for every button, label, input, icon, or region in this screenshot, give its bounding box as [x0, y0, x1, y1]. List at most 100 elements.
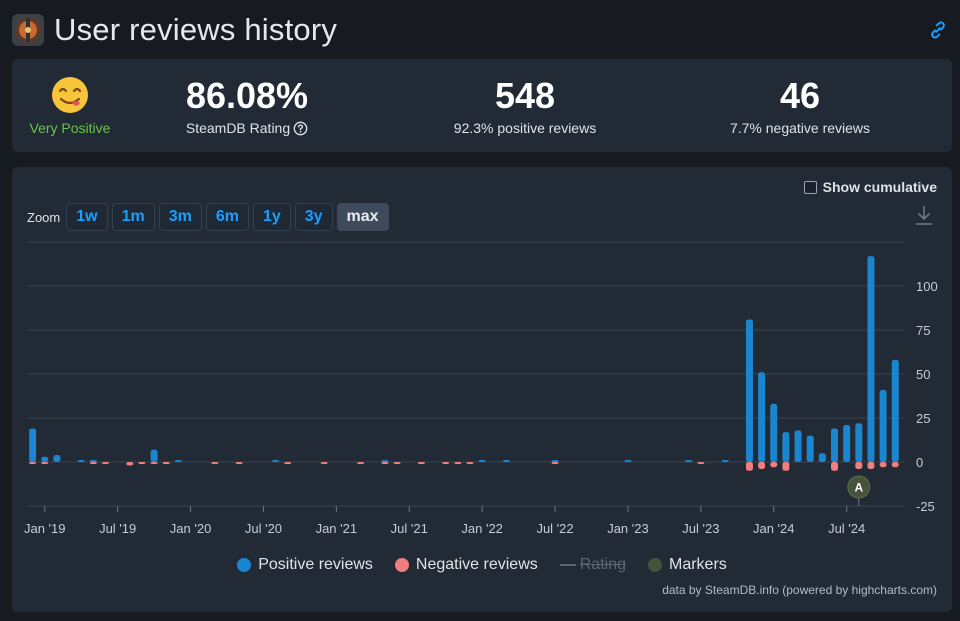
x-tick-label: Jan '20 [170, 521, 212, 536]
legend-positive[interactable]: Positive reviews [237, 556, 373, 574]
header: User reviews history [12, 10, 948, 50]
positive-bar[interactable] [782, 432, 790, 462]
positive-block: 548 92.3% positive reviews [430, 59, 620, 152]
positive-bar[interactable] [381, 460, 389, 462]
legend-markers[interactable]: Markers [648, 556, 727, 574]
steamdb-rating-block: 86.08% SteamDB Rating [162, 59, 332, 152]
positive-bar[interactable] [551, 460, 559, 462]
positive-bar[interactable] [721, 460, 729, 462]
positive-count: 548 [494, 75, 556, 116]
zoom-3m-button[interactable]: 3m [158, 203, 202, 231]
positive-bar[interactable] [867, 256, 875, 462]
negative-bar[interactable] [162, 462, 170, 464]
positive-bar[interactable] [685, 460, 693, 462]
zoom-1w-button[interactable]: 1w [66, 203, 108, 231]
marker-label: A [854, 481, 863, 495]
negative-bar[interactable] [855, 462, 863, 470]
positive-bar[interactable] [891, 359, 899, 462]
legend-rating[interactable]: Rating [559, 556, 626, 574]
y-tick-label: -25 [916, 499, 935, 514]
negative-bar[interactable] [758, 462, 766, 470]
positive-bar[interactable] [174, 460, 182, 462]
positive-bar[interactable] [794, 430, 802, 462]
rating-summary: Very Positive 86.08% SteamDB Rating 548 … [12, 59, 952, 152]
x-tick-label: Jul '20 [245, 521, 282, 536]
negative-bar[interactable] [211, 462, 219, 464]
negative-bar[interactable] [357, 462, 365, 464]
negative-bar[interactable] [102, 462, 109, 464]
positive-bar[interactable] [624, 460, 632, 462]
positive-bar[interactable] [806, 435, 814, 462]
negative-dot-icon [394, 558, 409, 572]
positive-bar[interactable] [843, 425, 851, 462]
positive-bar[interactable] [77, 460, 85, 462]
help-icon[interactable] [293, 121, 308, 136]
negative-bar[interactable] [89, 462, 97, 464]
show-cumulative-toggle[interactable]: Show cumulative [803, 179, 937, 195]
positive-bar[interactable] [502, 460, 510, 462]
positive-bar[interactable] [879, 389, 887, 462]
rating-word: Very Positive [29, 120, 111, 136]
negative-bar[interactable] [782, 462, 790, 471]
negative-bar[interactable] [41, 462, 49, 464]
negative-bar[interactable] [466, 462, 474, 464]
positive-label: 92.3% positive reviews [453, 120, 597, 136]
download-icon[interactable] [914, 204, 934, 226]
negative-bar[interactable] [697, 462, 705, 464]
negative-bar[interactable] [442, 462, 450, 464]
reviews-chart-card: Show cumulative Zoom 1w 1m 3m 6m 1y 3y m… [12, 167, 952, 612]
negative-bar[interactable] [138, 462, 146, 464]
zoom-3y-button[interactable]: 3y [294, 203, 333, 231]
cumulative-label: Show cumulative [822, 179, 937, 195]
positive-bar[interactable] [818, 453, 826, 462]
positive-bar[interactable] [53, 454, 61, 462]
positive-bar[interactable] [41, 456, 49, 462]
y-tick-label: 25 [916, 411, 930, 426]
negative-bar[interactable] [417, 462, 425, 464]
zoom-label: Zoom [27, 209, 61, 225]
negative-bar[interactable] [284, 462, 292, 464]
negative-bar[interactable] [393, 462, 401, 464]
positive-bar[interactable] [745, 319, 753, 462]
negative-bar[interactable] [879, 462, 887, 468]
negative-bar[interactable] [454, 462, 462, 464]
zoom-max-button[interactable]: max [336, 203, 389, 231]
marker-circle[interactable] [847, 475, 871, 499]
game-logo-icon [12, 14, 44, 46]
x-tick-label: Jul '23 [682, 521, 719, 536]
negative-bar[interactable] [891, 462, 899, 468]
zoom-6m-button[interactable]: 6m [205, 203, 249, 231]
cumulative-checkbox[interactable] [803, 180, 817, 194]
negative-bar[interactable] [831, 462, 838, 471]
negative-bar[interactable] [320, 462, 328, 464]
negative-bar[interactable] [867, 462, 875, 470]
zoom-1y-button[interactable]: 1y [252, 203, 291, 231]
negative-bar[interactable] [150, 462, 158, 464]
negative-bar[interactable] [381, 462, 389, 464]
positive-bar[interactable] [29, 428, 37, 462]
positive-bar[interactable] [272, 460, 280, 462]
negative-bar[interactable] [235, 462, 243, 464]
positive-bar[interactable] [150, 449, 158, 462]
legend-rating-label: Rating [579, 556, 626, 573]
negative-bar[interactable] [126, 462, 134, 466]
positive-bar[interactable] [758, 372, 766, 462]
positive-bar[interactable] [89, 460, 97, 462]
positive-bar[interactable] [770, 403, 778, 462]
link-icon[interactable] [928, 20, 948, 40]
negative-bar[interactable] [551, 462, 559, 464]
zoom-1m-button[interactable]: 1m [111, 203, 155, 231]
x-tick-label: Jan '24 [753, 521, 795, 536]
negative-bar[interactable] [770, 462, 778, 468]
positive-bar[interactable] [831, 428, 838, 462]
x-tick-label: Jul '24 [828, 521, 865, 536]
negative-bar[interactable] [745, 462, 753, 471]
negative-label: 7.7% negative reviews [729, 120, 871, 136]
positive-bar[interactable] [478, 460, 486, 462]
negative-bar[interactable] [29, 462, 37, 464]
reviews-chart[interactable]: -25 0 25 50 75 100 Jan '19 Jul '19 Jan '20 Jul '2… [12, 167, 952, 537]
legend-negative[interactable]: Negative reviews [394, 556, 538, 574]
positive-bar[interactable] [855, 423, 863, 462]
x-tick-label: Jul '22 [536, 521, 573, 536]
chart-credits[interactable]: data by SteamDB.info (powered by highcha… [662, 583, 937, 597]
